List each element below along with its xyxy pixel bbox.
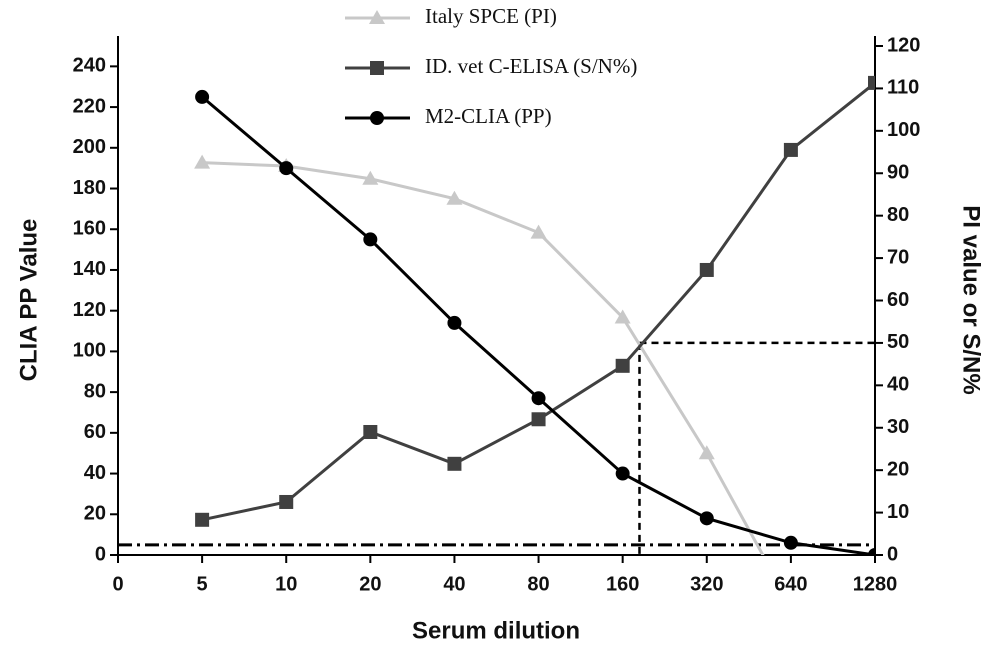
marker — [370, 111, 384, 125]
y2-tick-label: 90 — [887, 162, 909, 184]
x-tick-label: 20 — [359, 573, 381, 595]
marker — [531, 412, 546, 427]
marker — [195, 512, 210, 527]
y-axis-label: CLIA PP Value — [15, 219, 42, 382]
marker — [369, 10, 385, 24]
x-tick-label: 160 — [606, 573, 639, 595]
marker — [614, 309, 631, 324]
marker — [699, 511, 714, 526]
marker — [615, 466, 630, 481]
x-tick-label: 1280 — [853, 573, 898, 595]
legend-label: Italy SPCE (PI) — [425, 4, 557, 28]
x-tick-label: 320 — [690, 573, 723, 595]
marker — [530, 224, 547, 239]
marker — [370, 61, 384, 75]
marker — [447, 315, 462, 330]
marker — [195, 89, 210, 104]
x-tick-label: 5 — [197, 573, 208, 595]
y-tick-label: 200 — [73, 136, 106, 158]
plot-area — [194, 75, 875, 612]
marker — [699, 262, 714, 277]
y-tick-label: 180 — [73, 177, 106, 199]
y2-tick-label: 50 — [887, 331, 909, 353]
legend-label: ID. vet C-ELISA (S/N%) — [425, 54, 637, 78]
y-tick-label: 220 — [73, 95, 106, 117]
marker — [868, 75, 875, 90]
y-tick-label: 120 — [73, 299, 106, 321]
marker — [447, 456, 462, 471]
marker — [783, 535, 798, 550]
y-tick-label: 60 — [84, 421, 106, 443]
x-tick-label: 640 — [774, 573, 807, 595]
y2-tick-label: 110 — [887, 77, 919, 99]
y-tick-label: 80 — [84, 380, 106, 402]
y-tick-label: 100 — [73, 340, 106, 362]
y2-tick-label: 70 — [887, 246, 909, 268]
y2-tick-label: 10 — [887, 501, 909, 523]
y2-axis-label: PI value or S/N% — [958, 205, 985, 394]
y2-tick-label: 80 — [887, 204, 909, 226]
marker — [279, 161, 294, 176]
x-tick-label: 40 — [443, 573, 465, 595]
x-tick-label: 80 — [527, 573, 549, 595]
marker — [279, 494, 294, 509]
y2-tick-label: 40 — [887, 374, 909, 396]
marker — [783, 598, 799, 612]
y-tick-label: 240 — [73, 55, 106, 77]
marker — [531, 391, 546, 406]
y2-tick-label: 0 — [887, 543, 898, 565]
y2-tick-label: 30 — [887, 416, 909, 438]
x-tick-label: 0 — [112, 573, 123, 595]
x-tick-label: 10 — [275, 573, 297, 595]
marker — [615, 358, 630, 373]
y2-tick-label: 60 — [887, 289, 909, 311]
y-tick-label: 140 — [73, 258, 106, 280]
marker — [362, 170, 379, 185]
marker — [194, 154, 211, 169]
series-line — [202, 161, 765, 555]
x-axis-label: Serum dilution — [412, 617, 580, 644]
y2-tick-label: 20 — [887, 458, 909, 480]
y-tick-label: 20 — [84, 503, 106, 525]
marker — [363, 232, 378, 247]
y2-tick-label: 120 — [887, 34, 920, 56]
y-tick-label: 40 — [84, 462, 106, 484]
marker — [363, 424, 378, 439]
legend-label: M2-CLIA (PP) — [425, 104, 552, 128]
y-tick-label: 0 — [95, 543, 106, 565]
marker — [868, 548, 875, 555]
marker — [783, 142, 798, 157]
marker — [698, 445, 715, 460]
marker — [446, 190, 463, 205]
y-tick-label: 160 — [73, 218, 106, 240]
series-line — [201, 81, 875, 522]
y2-tick-label: 100 — [887, 119, 920, 141]
